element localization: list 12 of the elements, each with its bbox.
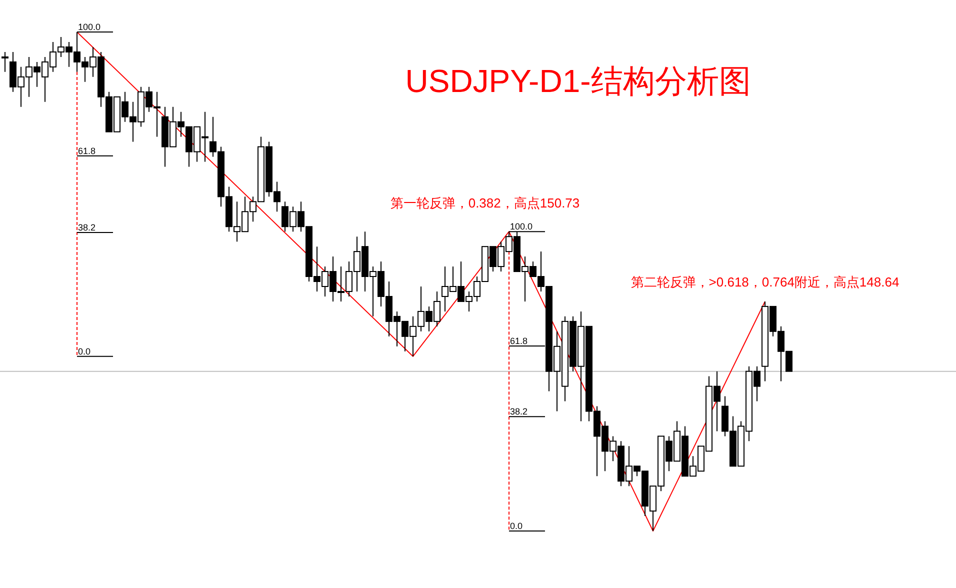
annotation: 0.0 bbox=[510, 521, 523, 531]
annotation: 100.0 bbox=[510, 222, 533, 232]
annotation: 0.0 bbox=[78, 346, 91, 356]
candlestick bbox=[2, 51, 8, 72]
annotation: 第一轮反弹，0.382，高点150.73 bbox=[390, 196, 580, 211]
text: USDJPY-D1-结构分析图 bbox=[405, 63, 751, 99]
annotation: 100.0 bbox=[78, 22, 101, 32]
annotation: 61.8 bbox=[78, 146, 96, 156]
annotation: 38.2 bbox=[510, 406, 528, 417]
annotation: 第二轮反弹，>0.618，0.764附近，高点148.64 bbox=[630, 274, 900, 290]
annotation: 61.8 bbox=[510, 336, 528, 346]
annotation: 38.2 bbox=[78, 222, 96, 232]
